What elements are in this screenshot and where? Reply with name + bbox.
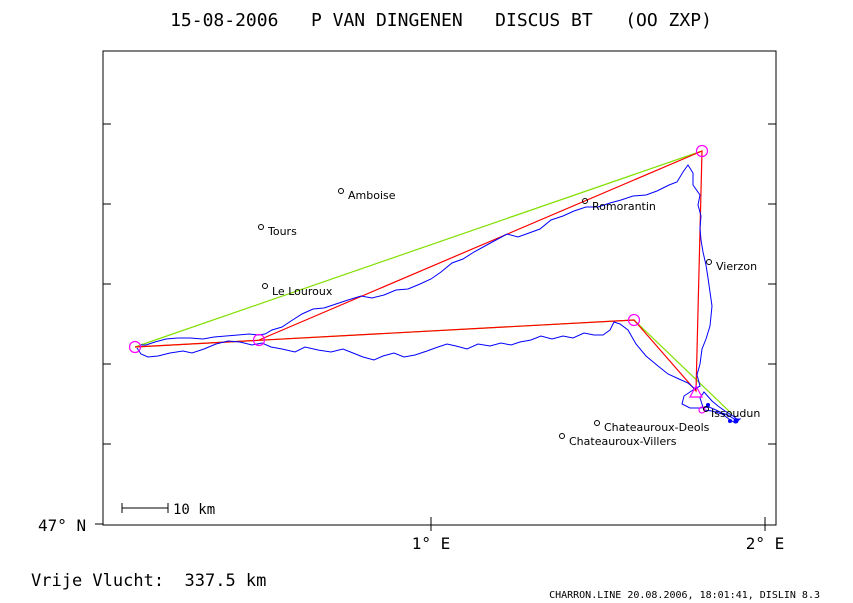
place-marker-amboise	[338, 188, 344, 194]
place-marker-vierzon	[706, 259, 712, 265]
place-label-issoudun: Issoudun	[711, 407, 760, 420]
flight-track	[136, 164, 713, 390]
landing-marker-2	[728, 419, 732, 423]
y-ticks-left	[95, 123, 111, 525]
scale-bar	[121, 503, 169, 513]
place-label-tours: Tours	[267, 225, 297, 238]
turnpoint-north-circle	[695, 144, 709, 158]
turnpoint-east-circle	[627, 313, 641, 327]
place-marker-chateauroux-villers	[559, 433, 565, 439]
y-ticks-right	[768, 123, 776, 445]
place-label-le-louroux: Le Louroux	[272, 285, 333, 298]
place-marker-le-louroux	[262, 283, 268, 289]
x-axis-label-1: 1° E	[412, 534, 451, 553]
finish-small-circle	[698, 406, 706, 414]
turnpoint-markers	[128, 144, 709, 414]
turnpoint-le-louroux-circle	[252, 333, 266, 347]
place-marker-romorantin	[582, 198, 588, 204]
place-marker-chateauroux-deols	[594, 420, 600, 426]
turnpoint-start-circle	[128, 340, 142, 354]
x-axis-label-2: 2° E	[746, 534, 785, 553]
plot-frame	[102, 50, 777, 526]
scale-bar-label: 10 km	[173, 502, 215, 518]
place-marker-tours	[258, 224, 264, 230]
place-marker-issoudun	[703, 406, 709, 412]
task-line-green	[134, 150, 703, 348]
task-line-red	[134, 150, 703, 393]
x-ticks	[430, 517, 766, 531]
map-title: 15-08-2006 P VAN DINGENEN DISCUS BT (OO …	[170, 10, 712, 31]
place-label-romorantin: Romorantin	[592, 200, 656, 213]
place-label-chateauroux-villers: Chateauroux-Villers	[569, 435, 677, 448]
place-label-chateauroux-deols: Chateauroux-Deols	[604, 421, 710, 434]
turnpoint-finish-triangle	[688, 384, 704, 398]
place-label-amboise: Amboise	[348, 189, 396, 202]
credit-line: CHARRON.LINE 20.08.2006, 18:01:41, DISLI…	[549, 590, 820, 601]
landing-marker	[733, 418, 739, 424]
place-label-vierzon: Vierzon	[716, 260, 757, 273]
landing-marker-3	[706, 403, 710, 407]
flight-distance: Vrije Vlucht: 337.5 km	[31, 571, 266, 591]
task-line-green-2	[134, 319, 733, 415]
place-markers	[258, 188, 712, 439]
y-axis-label: 47° N	[38, 516, 86, 535]
